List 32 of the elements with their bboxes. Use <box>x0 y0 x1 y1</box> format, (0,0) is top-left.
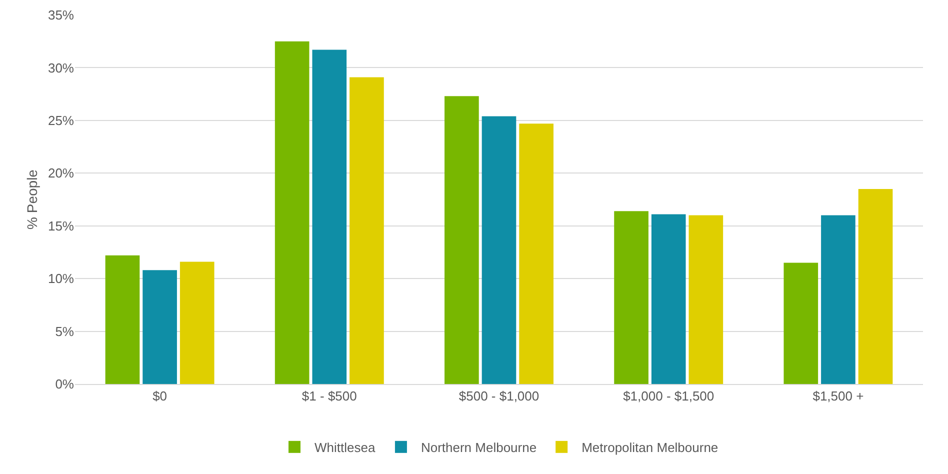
bar <box>688 215 724 384</box>
bar <box>350 77 384 384</box>
bar <box>784 262 818 384</box>
x-tick-label: $1 - $500 <box>302 388 357 404</box>
bar <box>821 215 856 384</box>
bar <box>482 116 516 384</box>
y-tick-label: 30% <box>48 60 74 76</box>
bar <box>142 270 177 384</box>
bar <box>105 255 140 384</box>
legend-label: Metropolitan Melbourne <box>582 440 718 455</box>
x-tick-label: $1,000 - $1,500 <box>623 388 714 404</box>
bar <box>614 211 648 384</box>
bar <box>274 41 310 384</box>
y-tick-label: 0% <box>55 376 74 392</box>
bar <box>180 262 214 384</box>
legend-label: Northern Melbourne <box>420 440 537 455</box>
legend-label: Whittlesea <box>314 440 376 455</box>
y-axis-title: % People <box>24 169 40 230</box>
bar <box>444 96 479 384</box>
x-tick-label: $500 - $1,000 <box>458 388 540 404</box>
bar <box>651 214 686 384</box>
y-tick-label: 25% <box>48 112 74 128</box>
y-tick-label: 10% <box>48 271 74 286</box>
x-tick-label: $1,500 + <box>812 388 864 404</box>
y-tick-label: 5% <box>55 324 74 339</box>
bar <box>858 188 893 384</box>
y-tick-label: 35% <box>48 8 74 23</box>
y-tick-label: 15% <box>48 218 74 234</box>
bar <box>312 50 347 384</box>
bar <box>519 124 554 384</box>
y-tick-label: 20% <box>48 166 74 181</box>
x-tick-label: $0 <box>152 388 168 404</box>
